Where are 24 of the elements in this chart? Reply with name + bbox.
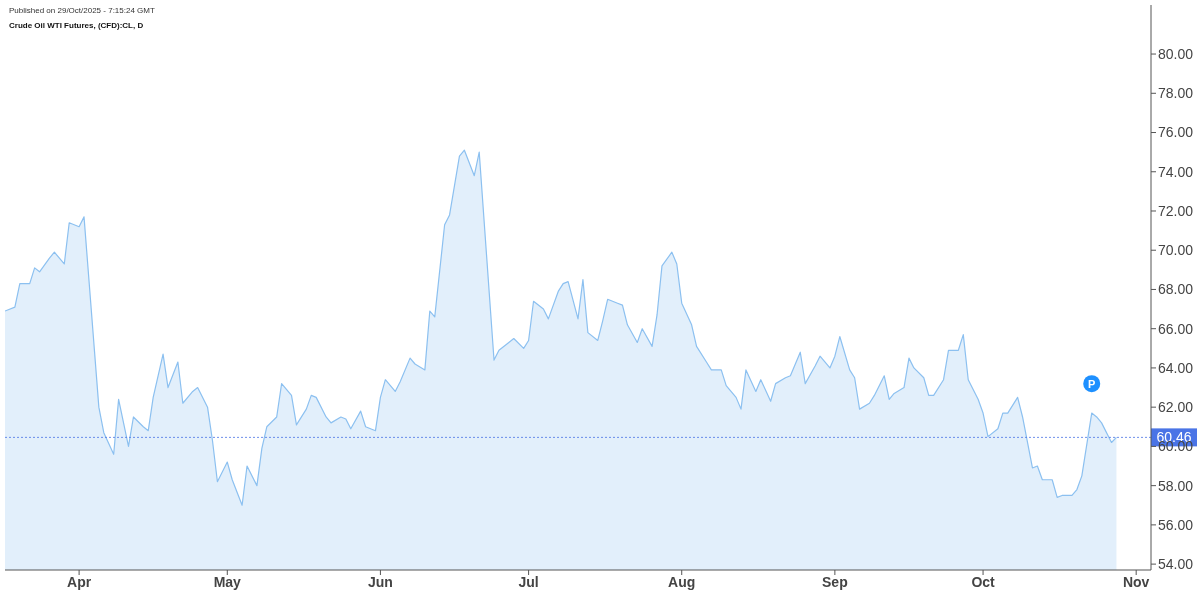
y-tick-label: 68.00: [1158, 281, 1194, 298]
y-tick-label: 64.00: [1158, 359, 1194, 376]
x-tick-label: Jul: [518, 573, 539, 590]
x-tick-label: Aug: [668, 573, 696, 590]
x-tick-label: Nov: [1122, 573, 1150, 590]
y-tick-label: 70.00: [1158, 242, 1194, 259]
x-tick-label: Sep: [822, 573, 848, 590]
annotation: P: [1088, 377, 1096, 390]
annotation: Published on 29/Oct/2025 - 7:15:24 GMT: [9, 5, 155, 17]
y-tick-label: 74.00: [1158, 163, 1194, 180]
y-tick-label: 76.00: [1158, 124, 1194, 141]
y-tick-label: 78.00: [1158, 85, 1194, 102]
y-tick-label: 80.00: [1158, 46, 1194, 63]
y-tick-label: 58.00: [1158, 477, 1194, 494]
y-tick-label: 66.00: [1158, 320, 1194, 337]
y-tick-label: 56.00: [1158, 516, 1194, 533]
x-tick-label: May: [213, 573, 242, 590]
y-tick-label: 62.00: [1158, 399, 1194, 416]
y-tick-label: 72.00: [1158, 202, 1194, 219]
x-tick-label: Oct: [971, 573, 996, 590]
text: Crude Oil WTI Futures, (CFD):CL, D: [9, 20, 145, 32]
y-tick-label: 54.00: [1158, 556, 1194, 573]
x-tick-label: Jun: [367, 573, 393, 590]
x-tick-label: Apr: [67, 573, 92, 590]
